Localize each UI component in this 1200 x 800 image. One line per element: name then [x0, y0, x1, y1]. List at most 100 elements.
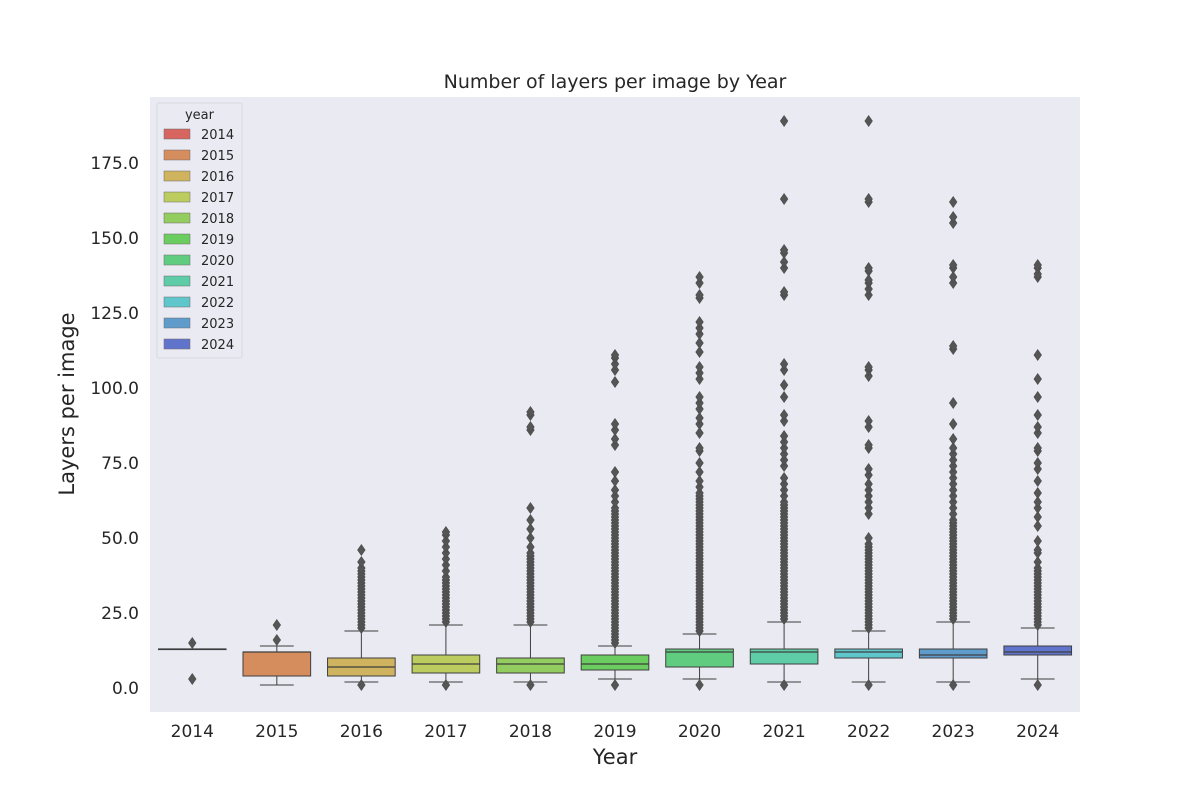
outlier-point	[695, 345, 704, 359]
x-tick-label: 2017	[424, 722, 467, 742]
outlier-point	[526, 678, 535, 692]
legend-label: 2021	[201, 275, 234, 290]
outlier-point	[779, 408, 789, 422]
outlier-point	[1033, 555, 1042, 569]
legend-swatch	[163, 149, 191, 161]
box-iqr	[580, 654, 650, 671]
x-tick-label: 2021	[762, 722, 805, 742]
outlier-point	[779, 243, 789, 257]
outlier-point	[357, 543, 366, 557]
box-2014	[157, 636, 227, 686]
outlier-point	[949, 258, 958, 272]
outlier-point	[695, 315, 704, 329]
legend-swatch	[163, 317, 191, 329]
x-tick-label: 2023	[932, 722, 975, 742]
outlier-point	[779, 357, 789, 371]
x-tick-label: 2019	[593, 722, 636, 742]
legend-swatch	[163, 212, 191, 224]
outlier-point	[1033, 348, 1042, 362]
boxes-layer	[157, 114, 1073, 692]
outlier-point	[695, 465, 704, 479]
outlier-point	[610, 483, 620, 497]
box-2018	[496, 405, 565, 692]
legend-label: 2019	[201, 233, 234, 248]
outlier-point	[695, 474, 704, 488]
outlier-point	[526, 501, 535, 515]
outlier-point	[779, 255, 789, 269]
legend-label: 2015	[201, 149, 234, 164]
outlier-point	[864, 414, 873, 428]
outlier-point	[864, 477, 873, 491]
box-iqr	[749, 648, 819, 665]
outlier-point	[949, 417, 958, 431]
outlier-point	[1033, 390, 1042, 404]
outlier-point	[779, 285, 789, 299]
outlier-point	[526, 531, 535, 545]
outlier-point	[1033, 420, 1042, 434]
x-tick-label: 2018	[509, 722, 552, 742]
box-2020	[665, 270, 734, 692]
box-iqr	[665, 648, 734, 668]
outlier-point	[695, 336, 704, 350]
y-tick-label: 0.0	[112, 679, 139, 699]
outlier-point	[949, 210, 958, 224]
outlier-point	[779, 192, 789, 206]
outlier-point	[695, 426, 704, 440]
outlier-point	[864, 114, 873, 128]
outlier-point	[779, 429, 789, 443]
chart-title: Number of layers per image by Year	[444, 71, 787, 93]
outlier-point	[695, 288, 704, 302]
outlier-point	[526, 420, 535, 434]
outlier-point	[526, 522, 535, 536]
box-2022	[834, 114, 903, 692]
legend-label: 2017	[201, 191, 234, 206]
box-iqr	[1003, 645, 1073, 656]
outlier-point	[526, 513, 535, 527]
outlier-point	[695, 456, 704, 470]
outlier-point	[695, 441, 704, 455]
outlier-point	[272, 633, 281, 647]
outlier-point	[1033, 519, 1042, 533]
outlier-point	[1033, 441, 1042, 455]
legend-label: 2022	[201, 296, 234, 311]
box-iqr	[918, 648, 988, 659]
legend-swatch	[163, 128, 191, 140]
x-axis: 2014 2015 2016 2017 2018 2019 2020 2021 2022 2023…	[171, 722, 1060, 742]
box-2019	[580, 348, 650, 692]
box-iqr	[242, 651, 312, 677]
outlier-point	[864, 273, 873, 287]
legend-frame	[156, 102, 243, 359]
y-tick-label: 100.0	[90, 379, 139, 399]
outlier-point	[779, 378, 789, 392]
outlier-point	[695, 411, 704, 425]
outlier-point	[864, 462, 873, 476]
outlier-point	[188, 672, 197, 686]
box-2023	[918, 195, 988, 692]
outlier-point	[864, 261, 873, 275]
outlier-point	[779, 678, 789, 692]
outlier-point	[949, 270, 958, 284]
outlier-point	[1033, 486, 1042, 500]
outlier-point	[1033, 372, 1042, 386]
box-2015	[242, 618, 312, 686]
legend-title: year	[185, 108, 215, 123]
outlier-point	[610, 348, 620, 362]
outlier-point	[357, 678, 366, 692]
y-axis-title: Layers per image	[55, 312, 79, 495]
y-tick-label: 150.0	[90, 229, 139, 249]
outlier-point	[1033, 534, 1042, 548]
legend-items: 2014 2015 2016 2017 2018 2019 2020 2021 2022 2023…	[163, 128, 234, 353]
legend-swatch	[163, 296, 191, 308]
x-tick-label: 2016	[340, 722, 383, 742]
box-iqr	[834, 648, 903, 659]
y-tick-label: 50.0	[101, 529, 139, 549]
outlier-point	[441, 525, 451, 539]
x-axis-title: Year	[592, 745, 638, 769]
legend-label: 2016	[201, 170, 234, 185]
legend-label: 2023	[201, 317, 234, 332]
outlier-point	[1033, 495, 1042, 509]
outlier-point	[357, 555, 366, 569]
outlier-point	[949, 678, 958, 692]
outlier-point	[864, 192, 873, 206]
y-tick-label: 75.0	[101, 454, 139, 474]
